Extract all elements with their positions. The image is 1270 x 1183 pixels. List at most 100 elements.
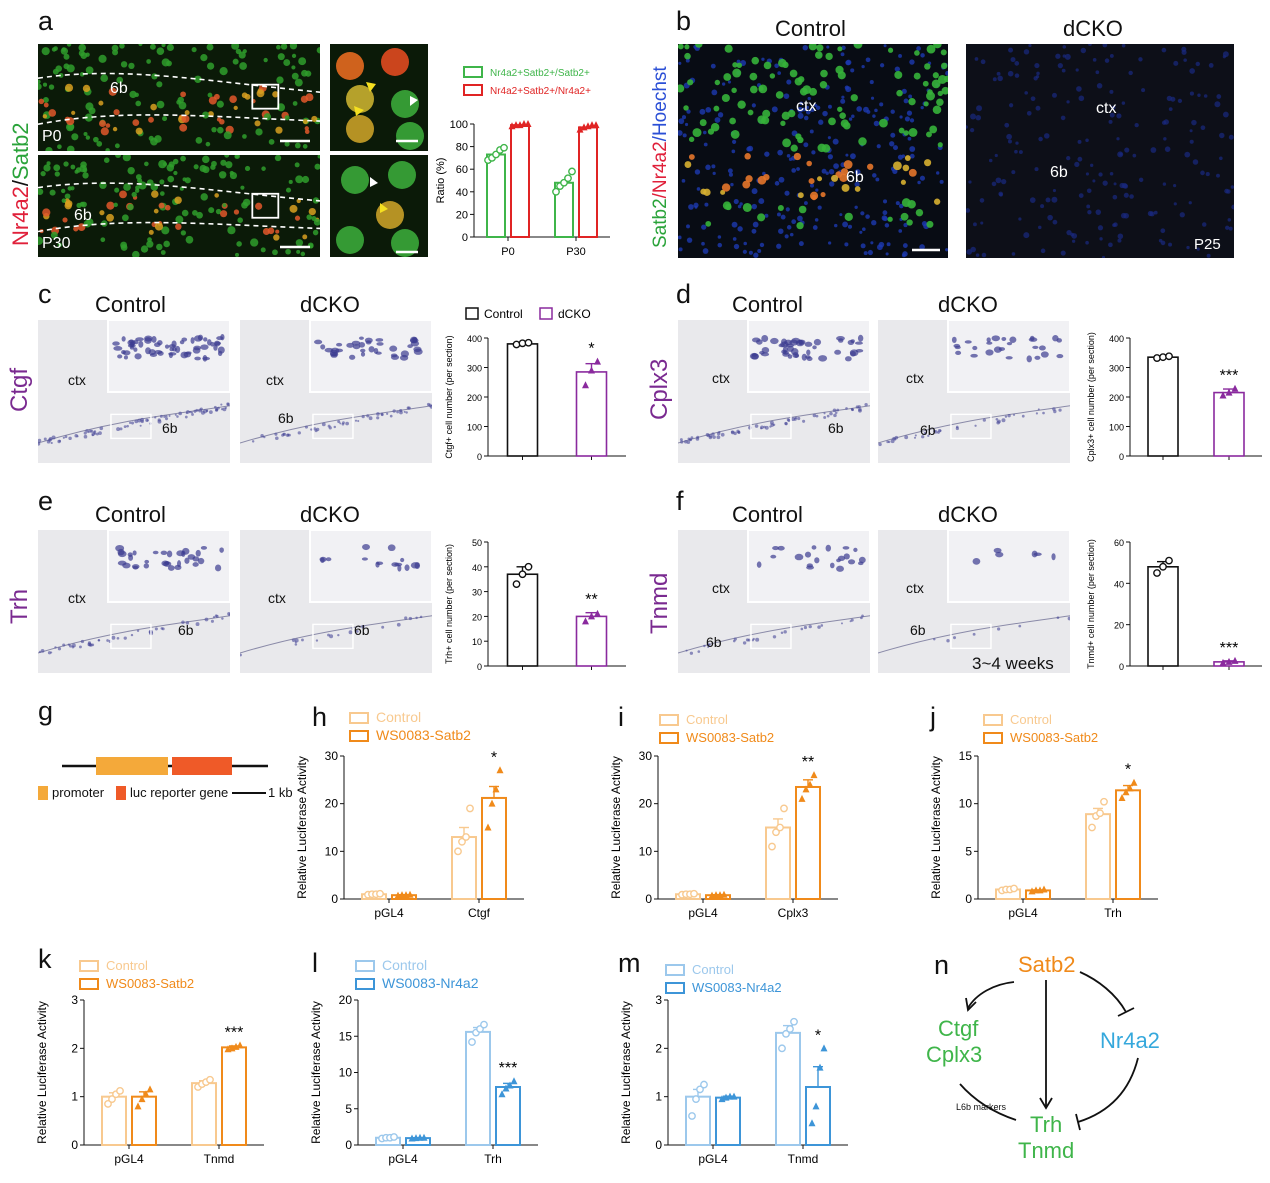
ish-cell (360, 351, 366, 357)
cell-dot (687, 79, 694, 86)
nucleus-dot (1222, 111, 1229, 118)
inhibit-nr4a2-trh (1077, 1057, 1139, 1123)
ish-signal (48, 437, 53, 441)
cell-dot (105, 123, 111, 128)
ish-cell (360, 348, 366, 353)
cell-dot (797, 192, 804, 199)
nucleus-dot (678, 61, 682, 65)
y-tick-label: 50 (472, 538, 482, 548)
nucleus-dot (786, 79, 792, 85)
nucleus-dot (1009, 103, 1014, 108)
y-tick-label: 0 (462, 232, 468, 244)
nucleus-dot (1119, 152, 1123, 156)
ish-signal (71, 645, 75, 649)
nucleus-dot (995, 177, 1002, 184)
ish-signal (164, 417, 169, 421)
regulation-diagram (959, 971, 1139, 1131)
cell-dot (931, 79, 941, 89)
legend-label: WS0083-Nr4a2 (692, 980, 782, 995)
ish-signal (732, 639, 736, 643)
cell-dot (79, 164, 87, 173)
nucleus-dot (703, 130, 707, 135)
ish-cell (837, 555, 846, 562)
luc-legend-swatch (116, 786, 126, 800)
cell-dot (108, 87, 117, 96)
ish-signal (783, 630, 787, 634)
nucleus-dot (1108, 242, 1113, 248)
nucleus-dot (1099, 237, 1103, 241)
ish-cell (148, 349, 156, 356)
nucleus-dot (783, 93, 790, 100)
nucleus-dot (822, 110, 828, 117)
nucleus-dot (827, 136, 831, 140)
ish-cell (825, 544, 832, 552)
cell-dot (111, 44, 119, 52)
node-tnmd: Tnmd (1018, 1138, 1075, 1163)
nucleus-dot (717, 112, 724, 118)
ish-cell (133, 339, 139, 345)
x-tick-label: pGL4 (388, 1152, 418, 1166)
cell-dot (843, 160, 853, 169)
ish-cell (197, 557, 205, 565)
nucleus-dot (758, 198, 765, 205)
significance-mark: * (815, 1027, 821, 1044)
nucleus-dot (703, 142, 708, 147)
y-tick-label: 300 (467, 364, 482, 374)
ish-signal (952, 636, 957, 640)
cell-dot (808, 178, 815, 185)
significance-mark: *** (225, 1024, 244, 1041)
ish-signal (913, 436, 917, 439)
nucleus-dot (693, 202, 699, 208)
cell-dot (146, 240, 154, 248)
ish-signal (339, 422, 342, 425)
cell-dot (63, 161, 69, 167)
nucleus-dot (717, 235, 722, 239)
cell-dot (250, 238, 259, 247)
cell-dot (131, 191, 137, 198)
ctx-label: ctx (68, 372, 86, 388)
nucleus-dot (705, 164, 711, 170)
ish-signal (684, 439, 688, 444)
cell-dot (292, 101, 298, 106)
ish-signal (937, 428, 942, 433)
nucleus-dot (899, 115, 903, 119)
y-tick-label: 1 (71, 1090, 78, 1104)
panel-letter-a: a (38, 6, 54, 36)
data-point (142, 1090, 150, 1098)
nucleus-dot (736, 59, 741, 64)
cell-dot (730, 130, 740, 139)
nucleus-dot (882, 210, 888, 216)
cell-dot (285, 248, 291, 255)
ish-cell (795, 339, 805, 347)
ish-signal (408, 616, 413, 621)
nucleus-dot (992, 77, 997, 82)
ish-signal (341, 422, 345, 426)
cell-dot (311, 215, 317, 222)
nucleus-dot (1028, 44, 1032, 48)
nucleus-dot (1128, 70, 1133, 76)
cell-dot (244, 165, 251, 172)
cell-dot (798, 205, 807, 214)
nucleus-dot (862, 227, 866, 231)
cell-dot (763, 61, 772, 70)
ish-signal (428, 403, 432, 407)
ish-signal (934, 430, 938, 434)
arrowhead-marker (366, 82, 376, 92)
nucleus-dot (1219, 132, 1225, 139)
cell-dot (184, 110, 190, 116)
cell-dot (148, 116, 154, 123)
data-point (768, 842, 776, 851)
data-point (696, 1085, 704, 1094)
cell-dot (229, 95, 237, 104)
cell-dot (699, 119, 707, 127)
cell-dot (180, 155, 186, 162)
ish-signal (772, 635, 777, 639)
cell-dot (144, 161, 149, 167)
cell-dot (294, 78, 303, 87)
ish-signal (315, 639, 319, 642)
significance-mark: ** (802, 754, 814, 771)
ish-signal (826, 414, 830, 418)
panel-b-dcko-image: ctx 6b P25 (966, 44, 1234, 258)
data-point (206, 1075, 214, 1084)
cell-dot (180, 91, 186, 98)
